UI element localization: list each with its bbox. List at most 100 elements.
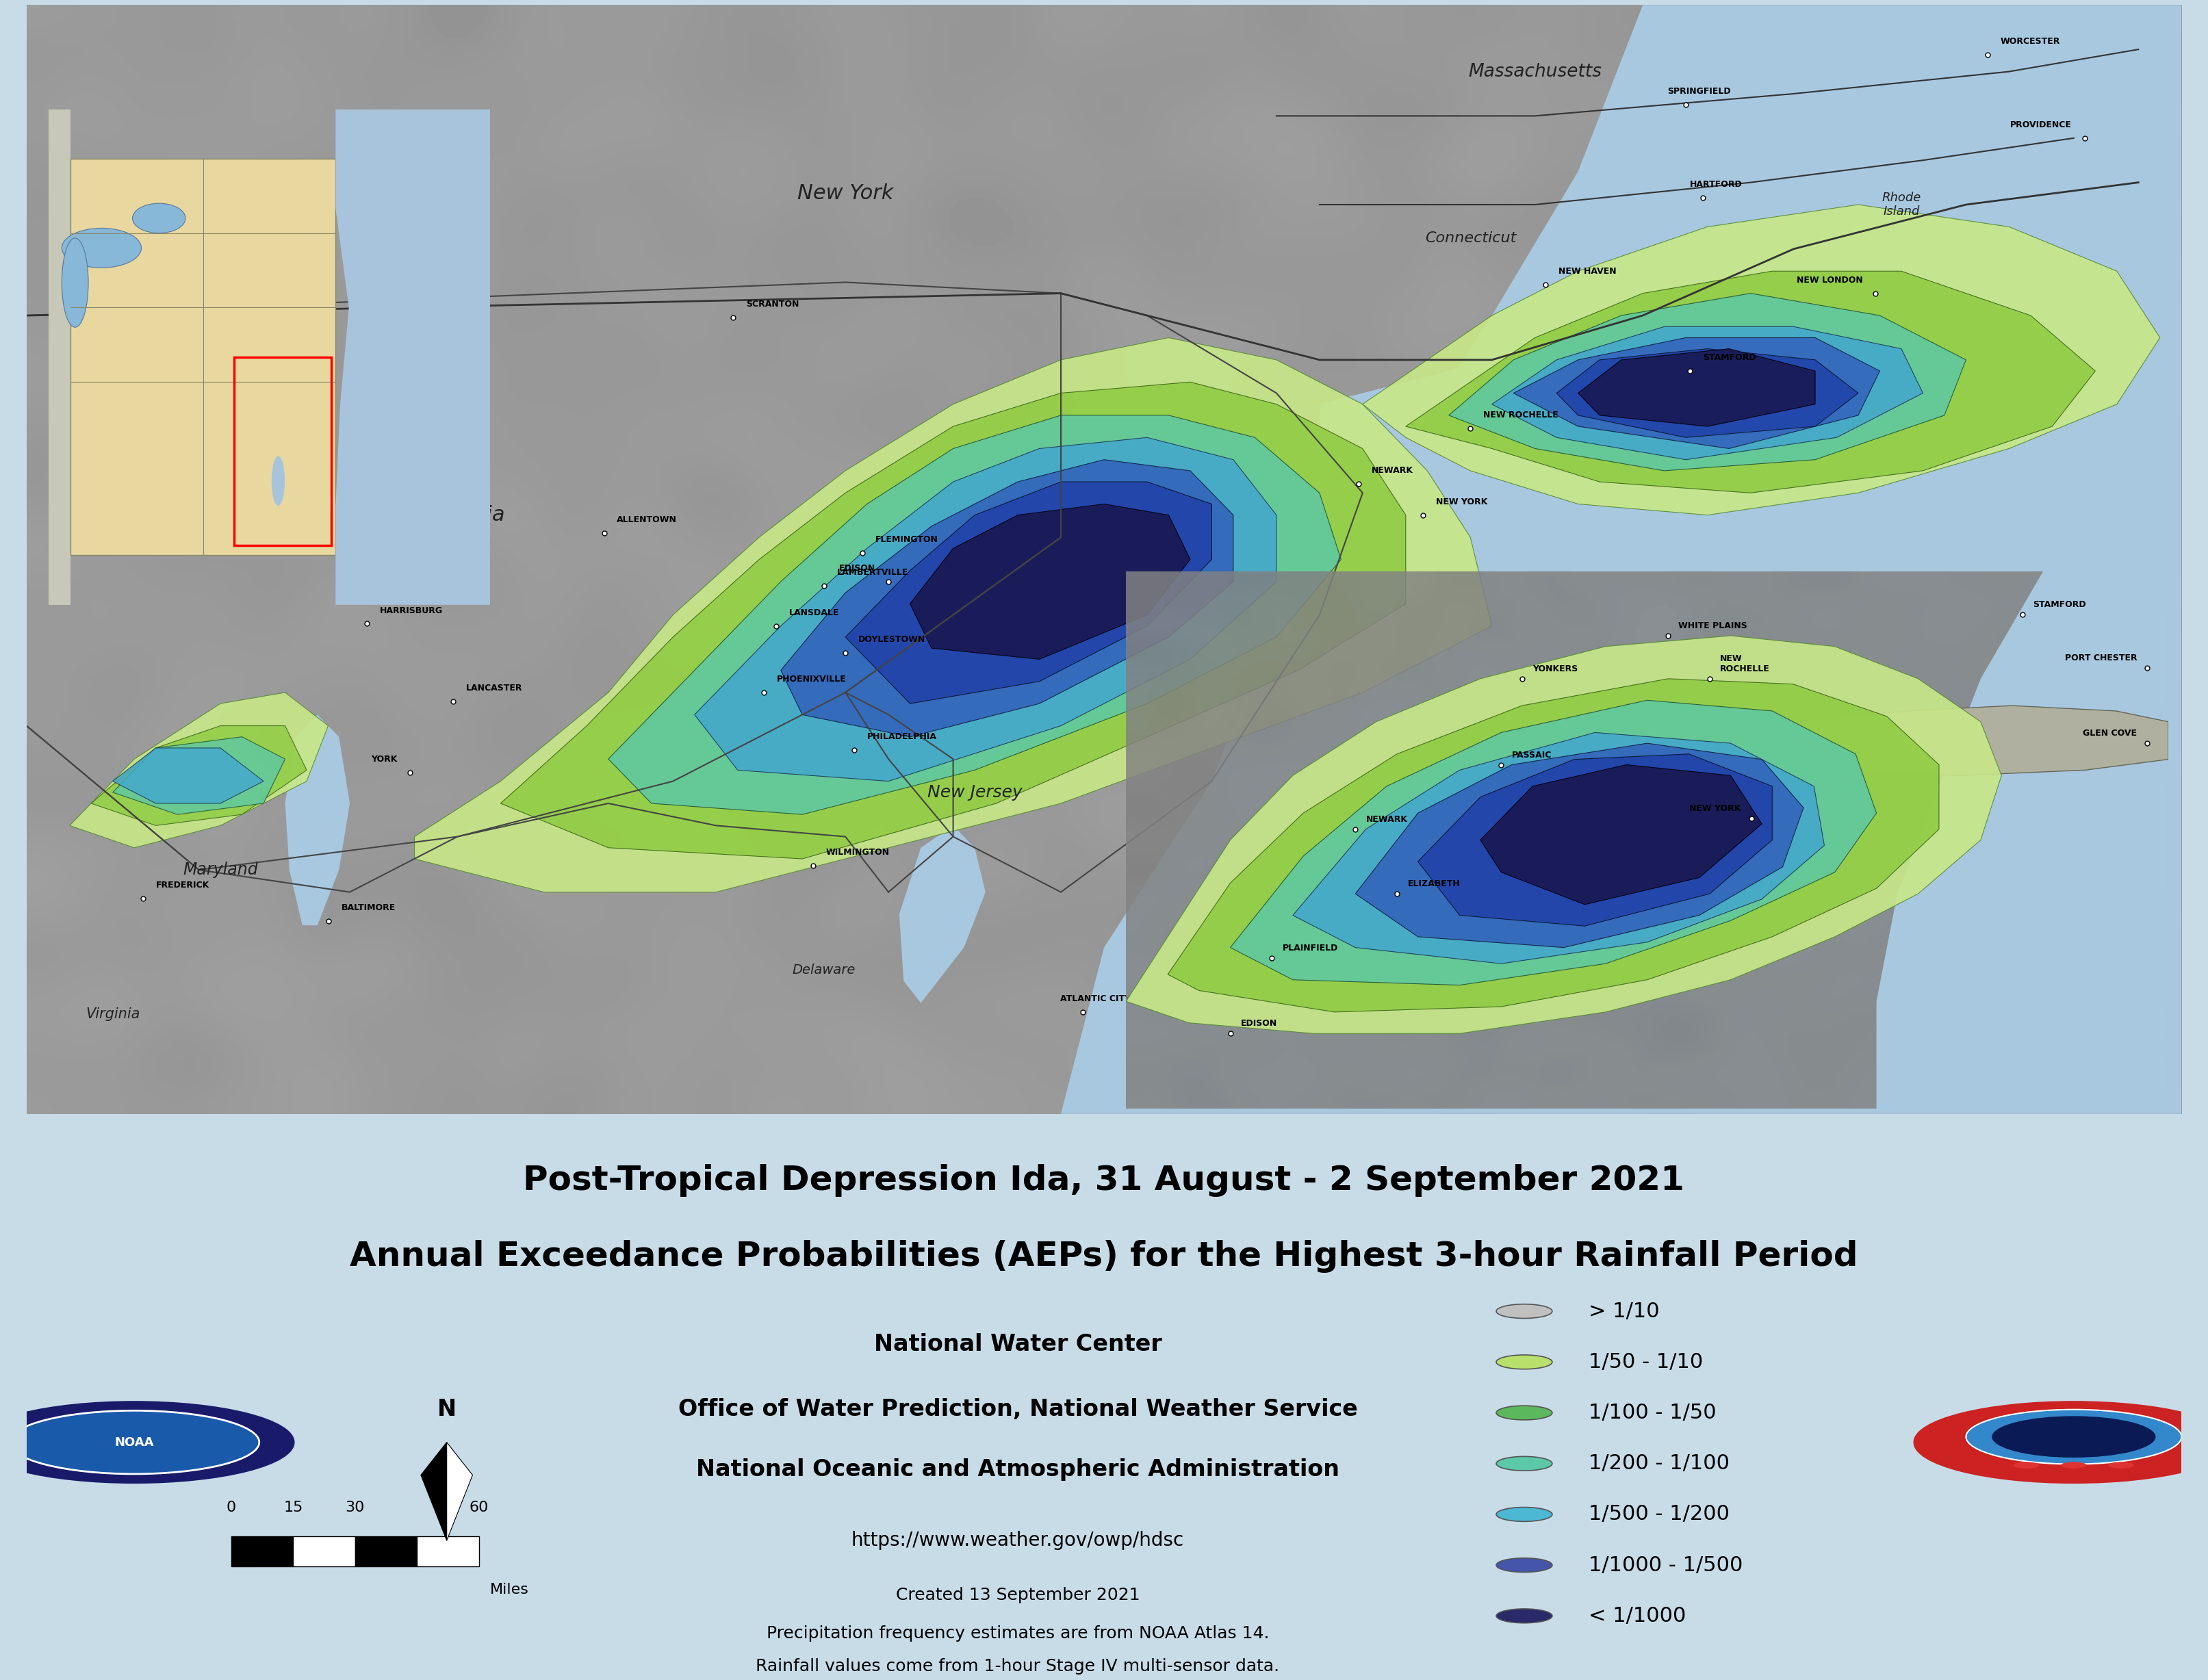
Polygon shape xyxy=(1126,635,2000,1033)
Text: Precipitation frequency estimates are from NOAA Atlas 14.: Precipitation frequency estimates are fr… xyxy=(766,1625,1270,1641)
Text: Pennsylvania: Pennsylvania xyxy=(367,506,506,526)
Text: LANSDALE: LANSDALE xyxy=(790,608,839,617)
Text: WORCESTER: WORCESTER xyxy=(2000,37,2060,45)
Polygon shape xyxy=(336,109,490,605)
Text: SPRINGFIELD: SPRINGFIELD xyxy=(1667,87,1731,96)
Text: Massachusetts: Massachusetts xyxy=(1468,62,1601,81)
Circle shape xyxy=(2109,1462,2135,1468)
Text: DOYLESTOWN: DOYLESTOWN xyxy=(859,635,925,643)
Text: BALTIMORE: BALTIMORE xyxy=(340,904,395,912)
Bar xyxy=(355,1537,417,1566)
Text: > 1/10: > 1/10 xyxy=(1590,1302,1660,1320)
Polygon shape xyxy=(1579,349,1815,427)
Text: FLEMINGTON: FLEMINGTON xyxy=(877,534,938,544)
Ellipse shape xyxy=(272,455,285,506)
Text: Annual Exceedance Probabilities (AEPs) for the Highest 3-hour Rainfall Period: Annual Exceedance Probabilities (AEPs) f… xyxy=(349,1240,1859,1273)
Bar xyxy=(232,1537,294,1566)
Polygon shape xyxy=(910,504,1190,659)
Text: GLEN COVE: GLEN COVE xyxy=(2082,729,2137,738)
Polygon shape xyxy=(1877,571,2168,1109)
Polygon shape xyxy=(415,338,1493,892)
Polygon shape xyxy=(1493,326,1923,460)
Text: NEW YORK: NEW YORK xyxy=(1689,805,1740,813)
Polygon shape xyxy=(1362,205,2159,516)
Circle shape xyxy=(1497,1406,1552,1420)
Text: WHITE PLAINS: WHITE PLAINS xyxy=(1678,622,1747,630)
Circle shape xyxy=(1914,1401,2208,1483)
Polygon shape xyxy=(91,726,307,825)
Text: < 1/1000: < 1/1000 xyxy=(1590,1606,1687,1626)
Text: EDISON: EDISON xyxy=(1241,1020,1276,1028)
Text: N: N xyxy=(437,1398,457,1420)
Bar xyxy=(294,1537,355,1566)
Text: National Water Center: National Water Center xyxy=(874,1332,1161,1356)
Ellipse shape xyxy=(62,228,141,267)
Text: 30: 30 xyxy=(344,1500,364,1515)
Text: National Oceanic and Atmospheric Administration: National Oceanic and Atmospheric Adminis… xyxy=(696,1458,1340,1480)
Text: 1/100 - 1/50: 1/100 - 1/50 xyxy=(1590,1403,1716,1423)
Circle shape xyxy=(0,1401,294,1483)
Circle shape xyxy=(1497,1557,1552,1572)
Text: ELIZABETH: ELIZABETH xyxy=(1406,880,1459,889)
Polygon shape xyxy=(49,109,71,605)
Polygon shape xyxy=(422,1441,446,1541)
Text: Maryland: Maryland xyxy=(183,862,258,879)
Polygon shape xyxy=(1700,706,2168,776)
Circle shape xyxy=(1965,1410,2182,1463)
Text: 1/50 - 1/10: 1/50 - 1/10 xyxy=(1590,1352,1702,1373)
Polygon shape xyxy=(1512,338,1879,449)
Polygon shape xyxy=(1557,349,1859,437)
Text: LANCASTER: LANCASTER xyxy=(466,684,523,692)
Polygon shape xyxy=(446,1441,473,1541)
Polygon shape xyxy=(71,158,336,554)
Text: Virginia: Virginia xyxy=(86,1008,139,1021)
Text: 60: 60 xyxy=(470,1500,488,1515)
Polygon shape xyxy=(609,415,1340,815)
Circle shape xyxy=(2060,1462,2087,1468)
Text: ATLANTIC CITY: ATLANTIC CITY xyxy=(1060,995,1130,1003)
Circle shape xyxy=(1497,1354,1552,1369)
Text: Rainfall values come from 1-hour Stage IV multi-sensor data.: Rainfall values come from 1-hour Stage I… xyxy=(755,1658,1281,1675)
Text: NEW LONDON: NEW LONDON xyxy=(1797,276,1864,284)
Polygon shape xyxy=(1060,5,2182,1114)
Text: Connecticut: Connecticut xyxy=(1424,232,1517,245)
Polygon shape xyxy=(501,381,1406,858)
Text: New Jersey: New Jersey xyxy=(927,785,1022,800)
Bar xyxy=(417,1537,479,1566)
Text: EDISON: EDISON xyxy=(839,564,877,573)
Circle shape xyxy=(1497,1507,1552,1522)
Ellipse shape xyxy=(62,239,88,328)
Text: LAMBERTVILLE: LAMBERTVILLE xyxy=(837,568,907,578)
Text: NEW YORK: NEW YORK xyxy=(1435,497,1488,506)
Text: PROVIDENCE: PROVIDENCE xyxy=(2009,121,2071,129)
Polygon shape xyxy=(1356,743,1804,948)
Text: PASSAIC: PASSAIC xyxy=(1512,751,1552,759)
Text: FREDERICK: FREDERICK xyxy=(157,880,210,890)
Text: STAMFORD: STAMFORD xyxy=(2034,600,2087,608)
Polygon shape xyxy=(1479,764,1762,904)
Text: Office of Water Prediction, National Weather Service: Office of Water Prediction, National Wea… xyxy=(678,1398,1358,1421)
Circle shape xyxy=(1992,1416,2155,1458)
Polygon shape xyxy=(1320,338,1923,482)
Text: NOAA: NOAA xyxy=(115,1436,155,1448)
Polygon shape xyxy=(846,482,1212,704)
Polygon shape xyxy=(113,738,285,815)
Polygon shape xyxy=(285,714,349,926)
Text: YORK: YORK xyxy=(371,754,397,763)
Polygon shape xyxy=(113,748,263,803)
Circle shape xyxy=(1497,1457,1552,1470)
Text: NEW
ROCHELLE: NEW ROCHELLE xyxy=(1720,654,1771,674)
Polygon shape xyxy=(696,437,1276,781)
Ellipse shape xyxy=(132,203,185,234)
Text: STAMFORD: STAMFORD xyxy=(1702,353,1755,363)
Text: Miles: Miles xyxy=(490,1583,528,1596)
Polygon shape xyxy=(782,460,1234,738)
Polygon shape xyxy=(1294,732,1824,964)
Text: NEW HAVEN: NEW HAVEN xyxy=(1559,267,1616,276)
Text: Rhode
Island: Rhode Island xyxy=(1881,192,1921,218)
Text: NEWARK: NEWARK xyxy=(1371,467,1413,475)
Polygon shape xyxy=(899,825,985,1003)
Text: SCRANTON: SCRANTON xyxy=(746,301,799,309)
Text: PLAINFIELD: PLAINFIELD xyxy=(1283,944,1338,953)
Polygon shape xyxy=(71,692,329,848)
